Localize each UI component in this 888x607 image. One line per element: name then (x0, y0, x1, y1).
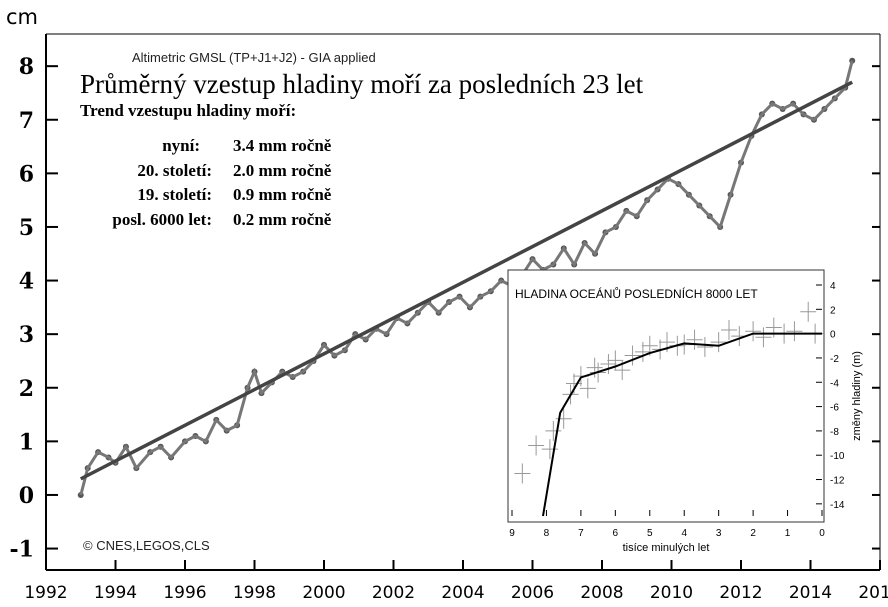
y-tick-label: 4 (19, 269, 34, 295)
trend-label: 20. století: (137, 161, 212, 180)
y-ticks: 8 7 6 5 4 3 2 1 0 -1 (10, 54, 880, 563)
y-tick-label: 8 (19, 54, 34, 80)
trend-label: 19. století: (137, 185, 212, 204)
trend-value: 0.2 mm ročně (233, 210, 332, 229)
inset-y-tick-label: 4 (830, 281, 836, 292)
inset-y-tick-label: -8 (830, 427, 839, 438)
x-tick-label: 2002 (372, 583, 415, 603)
y-tick-label: 7 (19, 108, 34, 134)
x-tick-label: 1998 (233, 583, 276, 603)
inset-x-tick-label: 1 (785, 528, 791, 539)
x-tick-label: 1994 (94, 583, 137, 603)
y-tick-label: 3 (19, 322, 34, 348)
trend-line (79, 80, 854, 481)
inset-x-tick-label: 6 (613, 528, 619, 539)
y-tick-label: 6 (19, 161, 34, 187)
y-tick-label: 5 (19, 215, 34, 241)
x-tick-label: 2000 (302, 583, 345, 603)
y-tick-label: 1 (19, 429, 34, 455)
trend-heading: Trend vzestupu hladiny moří: (80, 101, 296, 120)
trend-value: 2.0 mm ročně (233, 161, 332, 180)
trend-label: posl. 6000 let: (112, 210, 212, 229)
x-tick-label: 2014 (789, 583, 832, 603)
inset-y-tick-label: -10 (830, 451, 845, 462)
chart-title: Průměrný vzestup hladiny moří za posledn… (80, 69, 644, 99)
inset-x-label: tisíce minulých let (623, 542, 710, 554)
trend-value: 3.4 mm ročně (233, 136, 332, 155)
inset-chart: 9 8 7 6 5 4 3 2 1 0 4 2 0 -2 -4 -6 -8 -10 -12 -14 HLADINA … (507, 269, 863, 554)
inset-y-tick-label: -4 (830, 378, 839, 389)
inset-y-label: změny hladiny (m) (851, 351, 863, 441)
inset-y-tick-label: -12 (830, 476, 845, 487)
inset-y-tick-label: 0 (830, 330, 836, 341)
trend-line-segment (79, 80, 854, 481)
chart-subtitle: Altimetric GMSL (TP+J1+J2) - GIA applied (132, 50, 376, 65)
inset-x-ticks: 9 8 7 6 5 4 3 2 1 0 (509, 528, 825, 539)
inset-y-tick-label: -14 (830, 500, 845, 511)
credit-label: © CNES,LEGOS,CLS (83, 538, 210, 553)
inset-x-tick-label: 2 (750, 528, 756, 539)
inset-y-ticks: 4 2 0 -2 -4 -6 -8 -10 -12 -14 (830, 281, 845, 511)
x-tick-label: 2008 (580, 583, 623, 603)
x-tick-label: 2010 (650, 583, 693, 603)
inset-x-tick-label: 8 (544, 528, 550, 539)
inset-y-tick-label: -6 (830, 403, 839, 414)
inset-y-tick-label: -2 (830, 354, 839, 365)
y-tick-label: 2 (19, 376, 34, 402)
trend-value: 0.9 mm ročně (233, 185, 332, 204)
x-tick-label: 1992 (24, 583, 67, 603)
inset-x-tick-label: 3 (716, 528, 722, 539)
inset-y-tick-label: 2 (830, 305, 836, 316)
inset-sea-level-line (542, 332, 822, 517)
y-tick-label: 0 (19, 483, 34, 509)
y-tick-label: -1 (10, 537, 34, 563)
inset-line-path (542, 332, 822, 517)
gmsl-curve (79, 60, 854, 496)
x-tick-label: 2006 (511, 583, 554, 603)
x-tick-label: 1996 (163, 583, 206, 603)
inset-x-tick-label: 0 (819, 528, 825, 539)
inset-x-tick-label: 7 (578, 528, 584, 539)
inset-x-tick-label: 9 (509, 528, 515, 539)
inset-x-tick-label: 5 (647, 528, 653, 539)
trend-list: nyní: 3.4 mm ročně 20. století: 2.0 mm r… (112, 136, 331, 229)
y-unit-label: cm (6, 5, 38, 29)
inset-data-points (514, 301, 824, 484)
inset-frame (507, 269, 825, 523)
inset-x-tick-label: 4 (681, 528, 687, 539)
x-tick-label: 2016 (858, 583, 888, 603)
inset-title: HLADINA OCEÁNŮ POSLEDNÍCH 8000 LET (515, 286, 758, 301)
x-tick-label: 2004 (441, 583, 484, 603)
gmsl-series-line (79, 60, 854, 496)
trend-label: nyní: (162, 136, 200, 155)
x-tick-label: 2012 (719, 583, 762, 603)
x-ticks: 1992 1994 1996 1998 2000 2002 2004 2006 2008 2010… (24, 560, 888, 603)
